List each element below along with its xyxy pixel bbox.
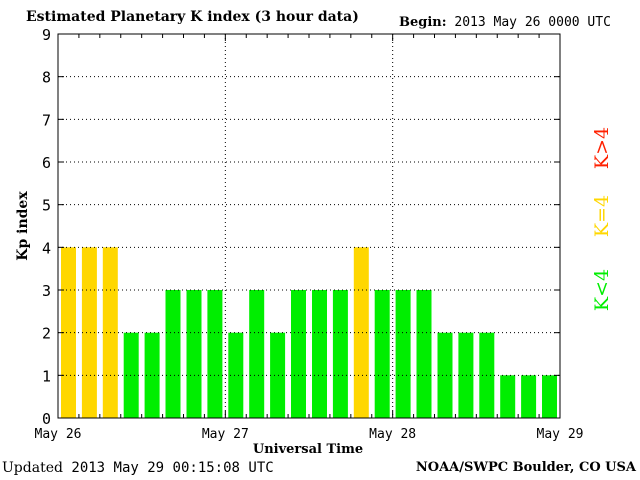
y-tick-label: 8 <box>42 69 51 87</box>
legend-item: K<4 <box>591 269 613 311</box>
updated-value: 2013 May 29 00:15:08 UTC <box>71 460 274 476</box>
kp-bar <box>437 332 453 418</box>
begin-date: Begin: 2013 May 26 0000 UTC <box>399 15 611 30</box>
kp-bar <box>312 290 327 418</box>
kp-bar <box>353 247 369 418</box>
x-tick-label: May 29 <box>537 427 584 442</box>
kp-bar <box>207 290 223 418</box>
kp-bar <box>291 290 306 418</box>
kp-bar <box>144 332 160 418</box>
y-tick-label: 0 <box>42 410 51 428</box>
x-tick-label: May 26 <box>35 427 82 442</box>
y-tick-label: 6 <box>42 154 51 172</box>
legend-item: K>4 <box>591 127 613 169</box>
kp-bar <box>228 332 244 418</box>
y-axis-label: Kp index <box>15 191 31 261</box>
kp-bar <box>542 375 557 418</box>
x-tick-label: May 28 <box>369 427 416 442</box>
kp-bar <box>186 290 202 418</box>
legend-item: K=4 <box>591 195 613 237</box>
y-tick-label: 3 <box>42 282 51 300</box>
kp-bar <box>458 332 474 418</box>
legend: K<4 K=4 K>4 <box>591 127 613 311</box>
updated-label: Updated <box>2 460 63 476</box>
chart-title: Estimated Planetary K index (3 hour data… <box>26 9 359 25</box>
y-axis-ticks: 0 1 2 3 4 5 6 7 8 9 <box>42 26 560 428</box>
updated-timestamp: Updated 2013 May 29 00:15:08 UTC <box>2 460 274 476</box>
kp-bar <box>521 375 537 418</box>
x-axis-ticks: May 26 May 27 May 28 May 29 <box>35 34 584 442</box>
bars-group <box>61 247 557 418</box>
kp-bar <box>270 332 286 418</box>
kp-bar <box>81 247 97 418</box>
y-tick-label: 2 <box>42 325 51 343</box>
kp-bar <box>123 332 139 418</box>
y-tick-label: 5 <box>42 197 51 215</box>
y-tick-label: 7 <box>42 111 51 129</box>
kp-bar <box>395 290 411 418</box>
begin-label: Begin: <box>399 15 447 30</box>
kp-bar <box>332 290 348 418</box>
kp-bar <box>61 247 76 418</box>
y-tick-label: 9 <box>42 26 51 44</box>
x-tick-label: May 27 <box>202 427 249 442</box>
y-tick-label: 1 <box>42 367 51 385</box>
begin-value: 2013 May 26 0000 UTC <box>454 15 611 30</box>
kp-bar <box>374 290 390 418</box>
y-tick-label: 4 <box>42 239 51 257</box>
kp-bar <box>416 290 432 418</box>
kp-bar <box>165 290 181 418</box>
credit-text: NOAA/SWPC Boulder, CO USA <box>415 460 636 475</box>
kp-bar <box>249 290 265 418</box>
gridlines <box>58 34 560 418</box>
kp-bar <box>500 375 516 418</box>
x-axis-label: Universal Time <box>253 442 363 457</box>
